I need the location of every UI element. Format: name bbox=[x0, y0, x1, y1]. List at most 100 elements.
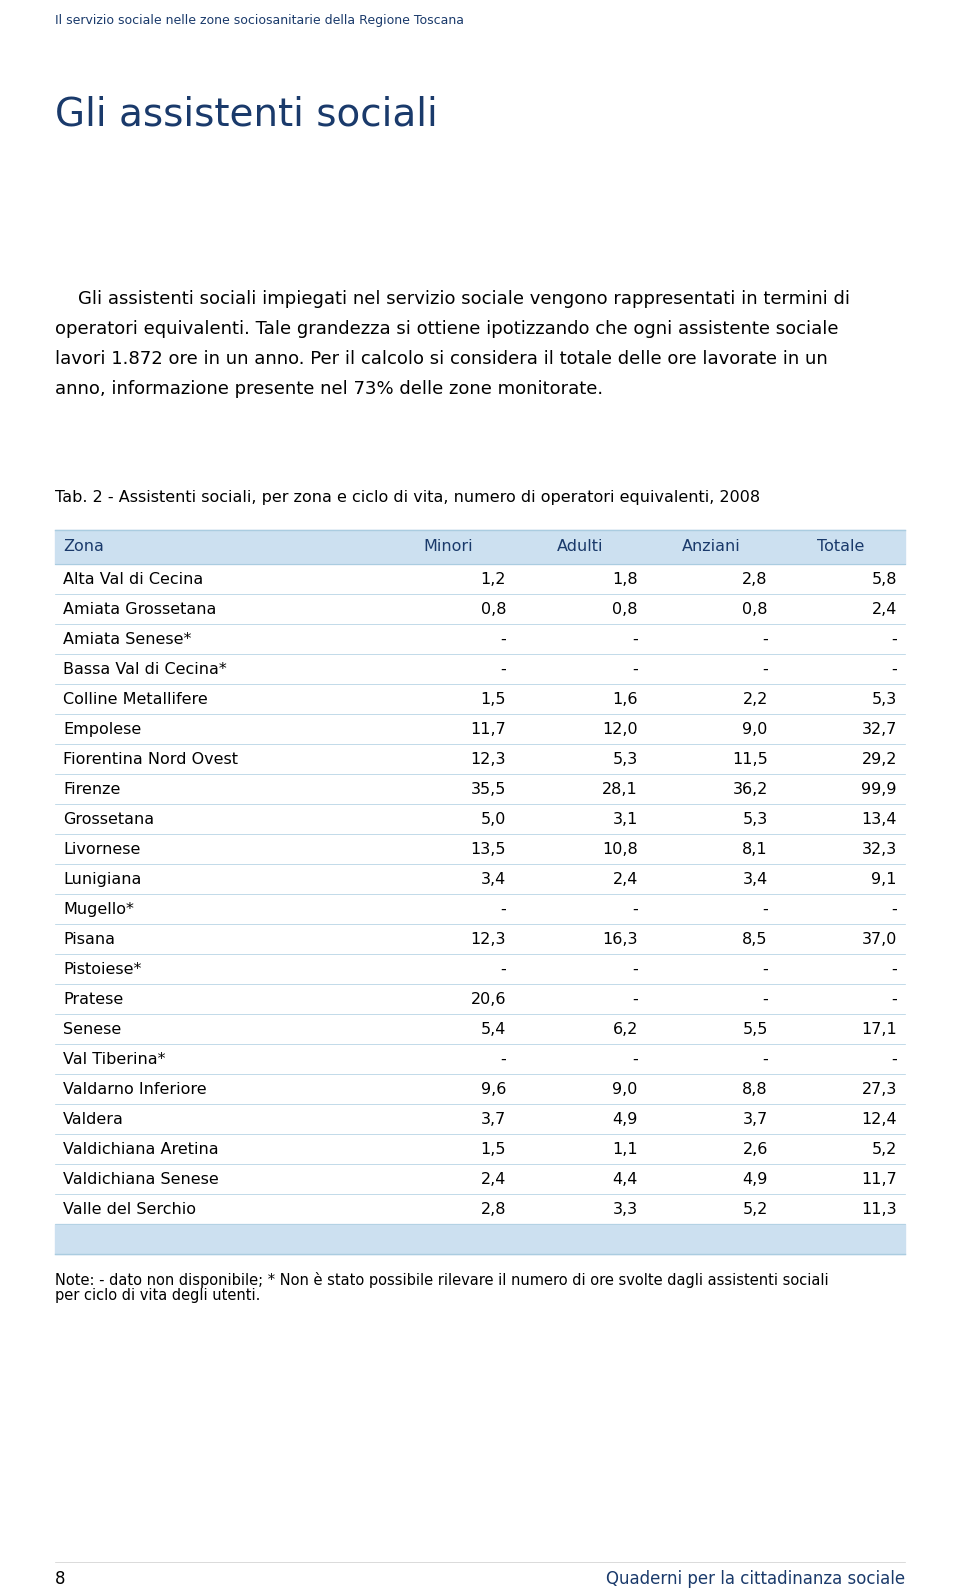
Text: 5,4: 5,4 bbox=[481, 1022, 506, 1038]
Text: 36,2: 36,2 bbox=[732, 783, 768, 797]
Text: 35,5: 35,5 bbox=[470, 783, 506, 797]
Text: Il servizio sociale nelle zone sociosanitarie della Regione Toscana: Il servizio sociale nelle zone sociosani… bbox=[55, 14, 464, 27]
Text: 32,7: 32,7 bbox=[862, 722, 897, 736]
Text: -: - bbox=[891, 662, 897, 677]
Text: Amiata Grossetana: Amiata Grossetana bbox=[63, 603, 216, 617]
Text: Zona: Zona bbox=[63, 539, 104, 555]
Text: 5,3: 5,3 bbox=[742, 811, 768, 827]
Text: 0,8: 0,8 bbox=[742, 603, 768, 617]
Text: 12,3: 12,3 bbox=[470, 932, 506, 947]
Text: 29,2: 29,2 bbox=[861, 752, 897, 767]
Text: 5,0: 5,0 bbox=[481, 811, 506, 827]
Text: 8,5: 8,5 bbox=[742, 932, 768, 947]
Text: operatori equivalenti. Tale grandezza si ottiene ipotizzando che ogni assistente: operatori equivalenti. Tale grandezza si… bbox=[55, 320, 838, 338]
Text: -: - bbox=[500, 902, 506, 917]
Text: Quaderni per la cittadinanza sociale: Quaderni per la cittadinanza sociale bbox=[606, 1570, 905, 1588]
Text: 9,6: 9,6 bbox=[481, 1082, 506, 1097]
Text: 1,8: 1,8 bbox=[612, 572, 637, 587]
Text: 4,4: 4,4 bbox=[612, 1172, 637, 1188]
Text: 8,8: 8,8 bbox=[742, 1082, 768, 1097]
Text: Fiorentina Nord Ovest: Fiorentina Nord Ovest bbox=[63, 752, 238, 767]
Text: Valdichiana Aretina: Valdichiana Aretina bbox=[63, 1141, 219, 1157]
Text: 17,1: 17,1 bbox=[861, 1022, 897, 1038]
Text: -: - bbox=[500, 631, 506, 647]
Text: 10,8: 10,8 bbox=[602, 842, 637, 858]
Text: Note: - dato non disponibile; * Non è stato possibile rilevare il numero di ore : Note: - dato non disponibile; * Non è st… bbox=[55, 1272, 828, 1288]
Text: 16,3: 16,3 bbox=[602, 932, 637, 947]
Text: -: - bbox=[632, 991, 637, 1007]
Text: 13,4: 13,4 bbox=[861, 811, 897, 827]
Text: 1,6: 1,6 bbox=[612, 692, 637, 708]
Text: -: - bbox=[500, 963, 506, 977]
Text: -: - bbox=[632, 1052, 637, 1066]
Text: -: - bbox=[891, 991, 897, 1007]
Text: 8,1: 8,1 bbox=[742, 842, 768, 858]
Text: per ciclo di vita degli utenti.: per ciclo di vita degli utenti. bbox=[55, 1288, 260, 1302]
Text: -: - bbox=[762, 963, 768, 977]
Text: 2,6: 2,6 bbox=[742, 1141, 768, 1157]
Text: 5,8: 5,8 bbox=[872, 572, 897, 587]
Text: 12,4: 12,4 bbox=[861, 1113, 897, 1127]
Text: 11,5: 11,5 bbox=[732, 752, 768, 767]
Text: -: - bbox=[762, 1052, 768, 1066]
Text: 28,1: 28,1 bbox=[602, 783, 637, 797]
Text: 6,2: 6,2 bbox=[612, 1022, 637, 1038]
Text: -: - bbox=[632, 631, 637, 647]
Bar bbox=[55, 529, 905, 564]
Text: Anziani: Anziani bbox=[682, 539, 740, 555]
Text: Tab. 2 - Assistenti sociali, per zona e ciclo di vita, numero di operatori equiv: Tab. 2 - Assistenti sociali, per zona e … bbox=[55, 489, 760, 505]
Text: -: - bbox=[891, 1052, 897, 1066]
Text: 11,7: 11,7 bbox=[470, 722, 506, 736]
Text: 4,9: 4,9 bbox=[742, 1172, 768, 1188]
Text: -: - bbox=[891, 631, 897, 647]
Text: Pistoiese*: Pistoiese* bbox=[63, 963, 141, 977]
Text: 1,5: 1,5 bbox=[481, 692, 506, 708]
Text: 2,4: 2,4 bbox=[872, 603, 897, 617]
Text: 12,3: 12,3 bbox=[470, 752, 506, 767]
Text: -: - bbox=[500, 662, 506, 677]
Text: Grossetana: Grossetana bbox=[63, 811, 155, 827]
Text: -: - bbox=[891, 902, 897, 917]
Text: 2,4: 2,4 bbox=[612, 872, 637, 886]
Text: Amiata Senese*: Amiata Senese* bbox=[63, 631, 191, 647]
Text: Livornese: Livornese bbox=[63, 842, 140, 858]
Text: Alta Val di Cecina: Alta Val di Cecina bbox=[63, 572, 204, 587]
Text: Valdichiana Senese: Valdichiana Senese bbox=[63, 1172, 219, 1188]
Text: -: - bbox=[762, 631, 768, 647]
Text: 3,7: 3,7 bbox=[481, 1113, 506, 1127]
Text: Totale: Totale bbox=[817, 539, 864, 555]
Text: -: - bbox=[762, 902, 768, 917]
Text: 5,2: 5,2 bbox=[742, 1202, 768, 1216]
Text: 13,5: 13,5 bbox=[470, 842, 506, 858]
Text: Senese: Senese bbox=[63, 1022, 121, 1038]
Text: 9,0: 9,0 bbox=[612, 1082, 637, 1097]
Text: 27,3: 27,3 bbox=[862, 1082, 897, 1097]
Text: 0,8: 0,8 bbox=[481, 603, 506, 617]
Text: 32,3: 32,3 bbox=[862, 842, 897, 858]
Text: Gli assistenti sociali impiegati nel servizio sociale vengono rappresentati in t: Gli assistenti sociali impiegati nel ser… bbox=[55, 290, 850, 308]
Text: 99,9: 99,9 bbox=[861, 783, 897, 797]
Text: 12,0: 12,0 bbox=[602, 722, 637, 736]
Text: Gli assistenti sociali: Gli assistenti sociali bbox=[55, 96, 438, 132]
Text: Minori: Minori bbox=[423, 539, 473, 555]
Text: -: - bbox=[500, 1052, 506, 1066]
Text: -: - bbox=[632, 902, 637, 917]
Text: Valdera: Valdera bbox=[63, 1113, 124, 1127]
Text: 1,2: 1,2 bbox=[481, 572, 506, 587]
Text: 2,2: 2,2 bbox=[742, 692, 768, 708]
Text: Pisana: Pisana bbox=[63, 932, 115, 947]
Text: -: - bbox=[891, 963, 897, 977]
Text: 4,9: 4,9 bbox=[612, 1113, 637, 1127]
Text: Mugello*: Mugello* bbox=[63, 902, 133, 917]
Text: 3,4: 3,4 bbox=[481, 872, 506, 886]
Text: 1,1: 1,1 bbox=[612, 1141, 637, 1157]
Text: 3,4: 3,4 bbox=[742, 872, 768, 886]
Text: Valdarno Inferiore: Valdarno Inferiore bbox=[63, 1082, 206, 1097]
Text: lavori 1.872 ore in un anno. Per il calcolo si considera il totale delle ore lav: lavori 1.872 ore in un anno. Per il calc… bbox=[55, 351, 828, 368]
Text: 9,0: 9,0 bbox=[742, 722, 768, 736]
Text: anno, informazione presente nel 73% delle zone monitorate.: anno, informazione presente nel 73% dell… bbox=[55, 379, 603, 398]
Text: 2,8: 2,8 bbox=[481, 1202, 506, 1216]
Text: 1,5: 1,5 bbox=[481, 1141, 506, 1157]
Text: Empolese: Empolese bbox=[63, 722, 141, 736]
Text: Colline Metallifere: Colline Metallifere bbox=[63, 692, 207, 708]
